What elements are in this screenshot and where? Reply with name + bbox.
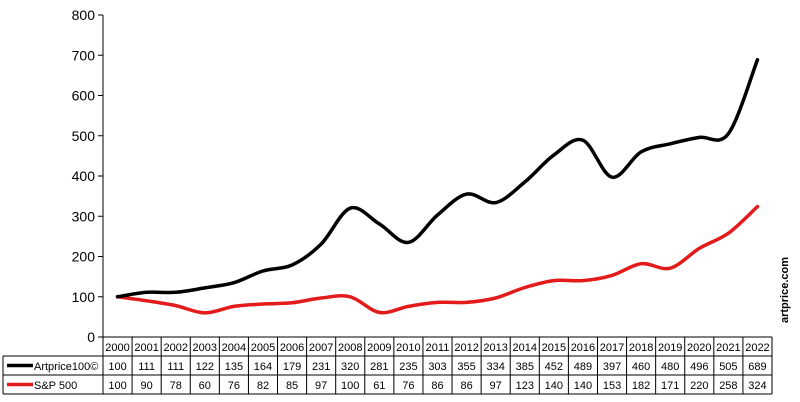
data-label: 97 xyxy=(315,380,327,392)
data-label: 385 xyxy=(516,361,534,373)
data-label: 235 xyxy=(399,361,417,373)
plot-area xyxy=(115,57,760,315)
legend-label: S&P 500 xyxy=(34,380,77,392)
watermark-text: artprice.com xyxy=(779,257,791,323)
data-label: 97 xyxy=(490,380,502,392)
x-tick-label: 2000 xyxy=(105,342,129,354)
data-label: 60 xyxy=(199,380,211,392)
x-tick-label: 2006 xyxy=(280,342,304,354)
x-tick-label: 2011 xyxy=(426,342,450,354)
data-label: 179 xyxy=(283,361,301,373)
data-label: 85 xyxy=(286,380,298,392)
y-tick-label: 0 xyxy=(87,329,95,345)
data-label: 111 xyxy=(138,361,155,373)
x-tick-label: 2015 xyxy=(542,342,566,354)
data-label: 100 xyxy=(341,380,359,392)
data-label: 82 xyxy=(257,380,269,392)
data-label: 452 xyxy=(545,361,563,373)
data-label: 281 xyxy=(370,361,388,373)
x-tick-label: 2019 xyxy=(658,342,682,354)
y-tick-label: 200 xyxy=(72,249,96,265)
data-label: 122 xyxy=(196,361,214,373)
data-label: 324 xyxy=(748,380,766,392)
data-label: 86 xyxy=(431,380,443,392)
data-label: 140 xyxy=(574,380,592,392)
y-tick-label: 700 xyxy=(72,47,96,63)
data-label: 111 xyxy=(167,361,184,373)
data-label: 153 xyxy=(603,380,621,392)
data-label: 355 xyxy=(457,361,475,373)
x-tick-label: 2013 xyxy=(483,342,507,354)
data-label: 100 xyxy=(108,361,126,373)
x-tick-label: 2017 xyxy=(600,342,624,354)
data-label: 100 xyxy=(108,380,126,392)
x-tick-label: 2018 xyxy=(629,342,653,354)
y-tick-label: 800 xyxy=(72,7,96,23)
data-label: 182 xyxy=(632,380,650,392)
data-label: 397 xyxy=(603,361,621,373)
data-label: 258 xyxy=(719,380,737,392)
data-label: 303 xyxy=(428,361,446,373)
data-label: 320 xyxy=(341,361,359,373)
x-tick-label: 2016 xyxy=(571,342,595,354)
data-label: 78 xyxy=(170,380,182,392)
data-label: 140 xyxy=(545,380,563,392)
data-label: 135 xyxy=(225,361,243,373)
data-label: 689 xyxy=(748,361,766,373)
data-label: 496 xyxy=(690,361,708,373)
data-table: 2000 2001 2002 2003 2004 2005 2006 2007 2008 2009… xyxy=(2,336,773,395)
x-tick-label: 2020 xyxy=(687,342,711,354)
y-tick-label: 300 xyxy=(72,208,96,224)
x-tick-label: 2009 xyxy=(367,342,391,354)
data-label: 76 xyxy=(228,380,240,392)
x-tick-label: 2010 xyxy=(396,342,420,354)
data-label: 480 xyxy=(661,361,679,373)
x-tick-label: 2007 xyxy=(309,342,333,354)
x-tick-label: 2002 xyxy=(163,342,187,354)
x-tick-label: 2022 xyxy=(745,342,769,354)
y-tick-label: 600 xyxy=(72,88,96,104)
data-label: 171 xyxy=(661,380,679,392)
data-label: 460 xyxy=(632,361,650,373)
data-label: 90 xyxy=(141,380,153,392)
data-label: 86 xyxy=(460,380,472,392)
y-axis: 0 100 200 300 400 500 600 700 800 xyxy=(72,7,104,345)
y-tick-label: 400 xyxy=(72,168,96,184)
series-line-sp500 xyxy=(115,204,760,315)
data-label: 231 xyxy=(312,361,330,373)
data-label: 123 xyxy=(516,380,534,392)
x-tick-label: 2001 xyxy=(134,342,158,354)
series-line-artprice100 xyxy=(115,57,760,299)
y-tick-label: 500 xyxy=(72,128,96,144)
y-tick-label: 100 xyxy=(72,289,96,305)
data-label: 489 xyxy=(574,361,592,373)
data-label: 220 xyxy=(690,380,708,392)
x-tick-label: 2004 xyxy=(222,342,246,354)
data-label: 505 xyxy=(719,361,737,373)
data-label: 61 xyxy=(373,380,385,392)
x-tick-label: 2008 xyxy=(338,342,362,354)
x-tick-label: 2021 xyxy=(716,342,740,354)
x-tick-label: 2014 xyxy=(513,342,537,354)
data-label: 334 xyxy=(486,361,504,373)
x-tick-label: 2012 xyxy=(454,342,478,354)
data-label: 164 xyxy=(254,361,272,373)
data-label: 76 xyxy=(402,380,414,392)
x-tick-label: 2005 xyxy=(251,342,275,354)
x-tick-label: 2003 xyxy=(193,342,217,354)
legend-label: Artprice100© xyxy=(34,361,98,373)
